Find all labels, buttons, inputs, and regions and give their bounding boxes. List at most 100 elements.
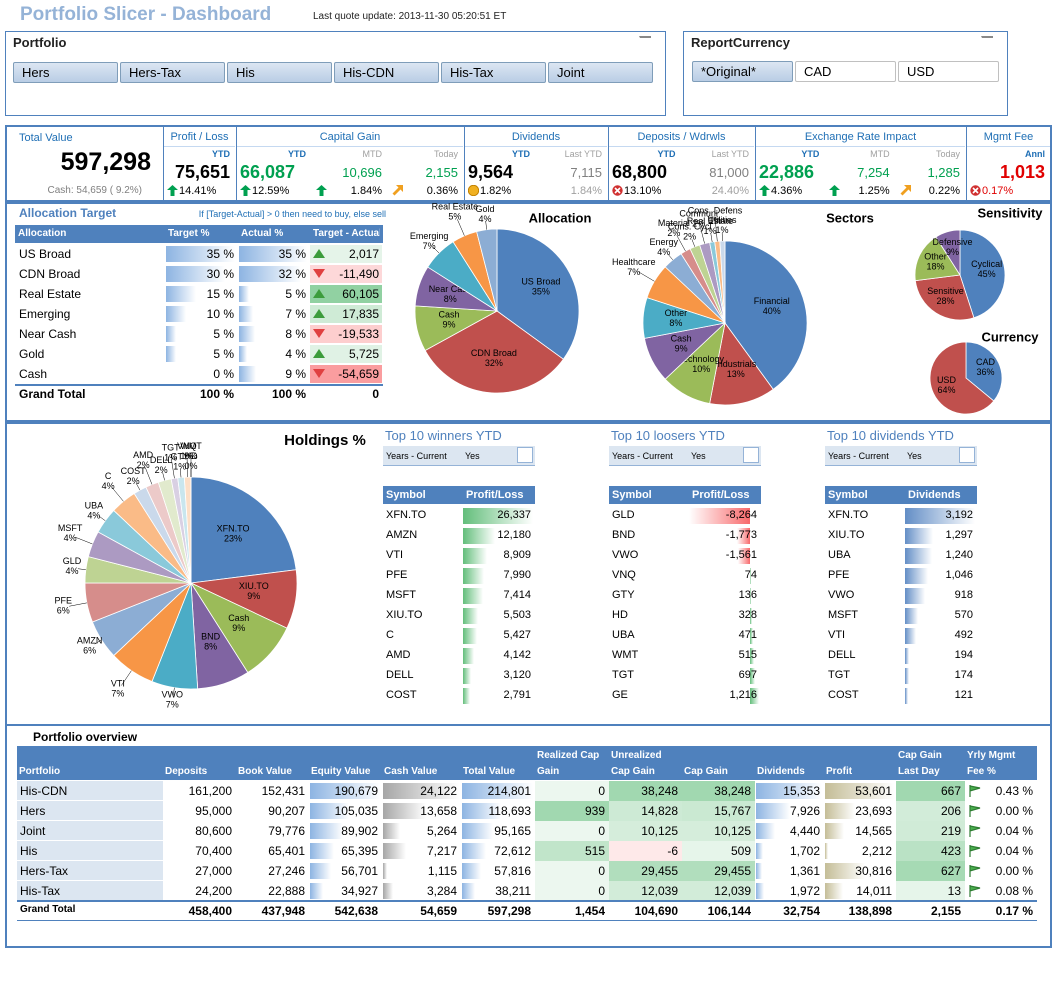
slicer-title: ReportCurrency xyxy=(691,35,790,50)
cell-fill xyxy=(896,801,965,821)
table-cell: 13 xyxy=(947,884,961,898)
diff-fill xyxy=(310,265,382,283)
kpi-pct: 0.36% xyxy=(426,185,458,197)
filter-value: Yes xyxy=(691,451,706,461)
slicer-button[interactable]: Joint xyxy=(548,62,653,83)
status-icon xyxy=(612,185,623,196)
triangle-up xyxy=(313,309,325,318)
table-cell: Gold xyxy=(19,347,45,361)
table-cell: 60,105 xyxy=(342,287,379,301)
table-cell: Hers-Tax xyxy=(20,864,69,878)
table-header-bg xyxy=(15,225,383,243)
slicer-button[interactable]: Hers xyxy=(13,62,118,83)
kpi-separator xyxy=(464,127,465,200)
table-cell: 65,395 xyxy=(341,844,378,858)
table-cell: 29,455 xyxy=(641,864,678,878)
kpi-sub-label: YTD xyxy=(288,149,306,159)
kpi-title: Total Value xyxy=(19,132,73,144)
slicer-button[interactable]: His-CDN xyxy=(334,62,439,83)
table-header: Book Value xyxy=(238,766,292,777)
filter-field: Years - Current xyxy=(386,451,447,461)
arrow-up xyxy=(316,185,327,196)
data-bar xyxy=(462,823,494,839)
kpi-sub-label: MTD xyxy=(362,149,383,159)
table-cell: Near Cash xyxy=(19,327,77,341)
table-cell: 1,216 xyxy=(729,689,757,701)
table-cell: 5,264 xyxy=(426,824,457,838)
data-bar xyxy=(462,883,475,899)
table-cell: 14,011 xyxy=(856,884,892,898)
kpi-sub-label: MTD xyxy=(870,149,890,159)
flag xyxy=(969,845,981,857)
kpi-title-rule xyxy=(237,146,463,147)
diff-fill xyxy=(310,325,382,343)
table-cell: 14,565 xyxy=(855,824,892,838)
table-cell: 26,337 xyxy=(497,509,531,521)
table-cell: AMZN xyxy=(386,529,418,541)
slicer-button[interactable]: His-Tax xyxy=(441,62,546,83)
data-bar xyxy=(383,863,387,879)
cell-fill xyxy=(609,821,682,841)
slicer-button[interactable]: His xyxy=(227,62,332,83)
cell-fill xyxy=(609,801,682,821)
table-cell: PFE xyxy=(828,569,850,581)
table-cell: BND xyxy=(612,529,636,541)
kpi-pct: 4.36% xyxy=(771,185,803,197)
table-cell: AMD xyxy=(386,649,411,661)
kpi-title-rule xyxy=(465,146,607,147)
slicer-button[interactable]: CAD xyxy=(795,61,896,82)
data-bar xyxy=(383,783,459,799)
table-total: 2,155 xyxy=(930,904,961,918)
table-cell: 35 % xyxy=(278,247,306,261)
kpi-title-rule xyxy=(756,146,965,147)
table-cell: 23,693 xyxy=(855,804,892,818)
data-bar xyxy=(905,568,928,584)
table-cell: VTI xyxy=(386,549,404,561)
data-bar xyxy=(463,588,483,604)
overview-title: Portfolio overview xyxy=(33,730,138,744)
trend-icon xyxy=(313,329,325,338)
data-bar xyxy=(738,548,750,564)
table-cell: 27,246 xyxy=(268,864,305,878)
table-total: 104,690 xyxy=(634,904,678,918)
table-header: Dividends xyxy=(757,766,805,777)
data-bar xyxy=(310,823,343,839)
data-bar xyxy=(166,326,176,342)
table-cell: 105,035 xyxy=(334,804,378,818)
kpi-sub-label: Last YTD xyxy=(564,149,602,159)
data-bar xyxy=(310,863,331,879)
kpi-title: Dividends xyxy=(511,131,561,143)
table-cell: 70,400 xyxy=(195,844,232,858)
table-cell: 15 % xyxy=(206,287,234,301)
table-total: 542,638 xyxy=(334,904,378,918)
table-cell: 80,600 xyxy=(195,824,232,838)
cell-fill xyxy=(535,881,609,901)
diff-fill xyxy=(310,345,382,363)
table-cell: 1,240 xyxy=(945,549,973,561)
table-cell: UBA xyxy=(828,549,851,561)
data-bar xyxy=(310,783,380,799)
kpi-title: Profit / Loss xyxy=(170,131,229,143)
table-cell: 3,120 xyxy=(503,669,531,681)
data-bar xyxy=(905,528,934,544)
table-cell: 12,039 xyxy=(714,884,751,898)
kpi-title: Mgmt Fee xyxy=(983,131,1034,143)
cell-fill xyxy=(682,861,755,881)
kpi-pct: 13.10% xyxy=(624,185,662,197)
data-bar xyxy=(239,326,255,342)
data-bar xyxy=(825,823,844,839)
slicer-button[interactable]: Hers-Tax xyxy=(120,62,225,83)
flag-icon xyxy=(969,865,981,877)
table-cell: C xyxy=(386,629,394,641)
slicer-button[interactable]: *Original* xyxy=(692,61,793,82)
table-cell: 95,000 xyxy=(195,804,232,818)
table-cell: 161,200 xyxy=(188,784,232,798)
table-cell: His xyxy=(20,844,38,858)
table-header: Portfolio xyxy=(19,766,61,777)
table-cell: 471 xyxy=(738,629,757,641)
table-cell: 15,353 xyxy=(783,784,820,798)
table-cell: 1,361 xyxy=(789,864,820,878)
slicer-button[interactable]: USD xyxy=(898,61,999,82)
table-cell: 10,125 xyxy=(714,824,751,838)
table-cell: XFN.TO xyxy=(386,509,427,521)
